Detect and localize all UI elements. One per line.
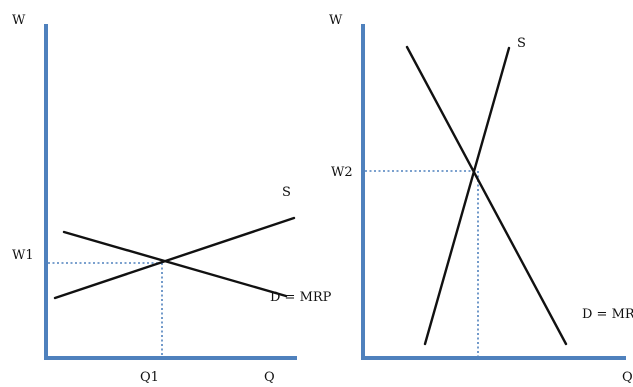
left-y-axis-label: W	[12, 13, 26, 28]
left-supply-label: S	[282, 185, 291, 200]
right-supply-label: S	[517, 36, 526, 51]
right-y-axis-label: W	[329, 13, 343, 28]
right-demand-curve	[405, 45, 568, 346]
left-demand-curve	[62, 230, 288, 298]
right-demand-label: D = MR	[582, 307, 633, 322]
left-wage-label: W1	[12, 248, 34, 263]
left-x-axis-label: Q	[264, 370, 275, 385]
right-supply-curve	[423, 46, 511, 346]
left-quantity-label: Q1	[140, 370, 159, 385]
right-x-axis-label: Q	[622, 370, 633, 385]
left-demand-label: D = MRP	[270, 290, 332, 305]
right-panel: W Q W2 S D = MR	[329, 13, 633, 385]
left-supply-curve	[53, 216, 296, 300]
right-wage-label: W2	[331, 165, 353, 180]
left-panel: W Q W1 Q1 S D = MRP	[12, 13, 332, 385]
